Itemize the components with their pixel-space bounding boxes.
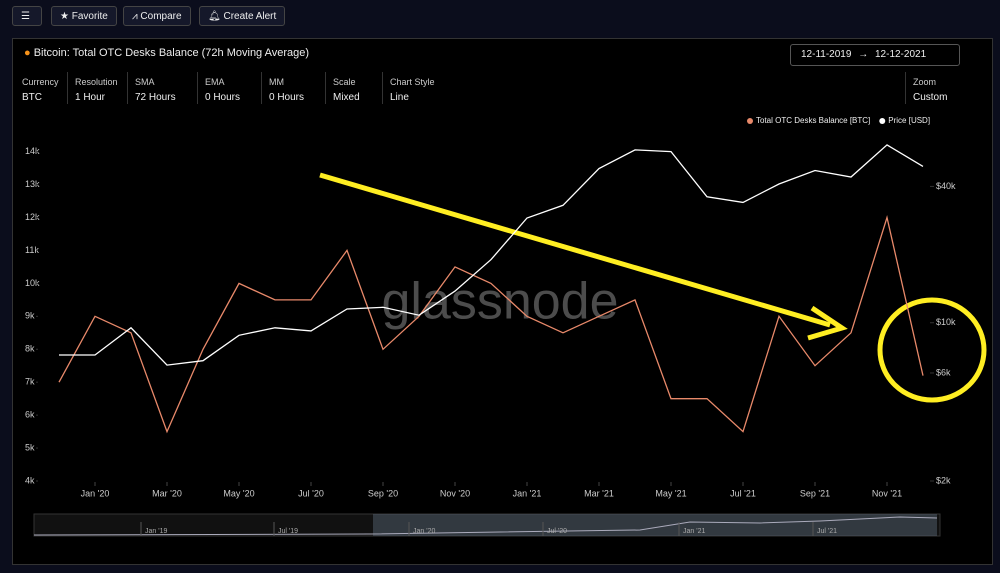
- control-value: 72 Hours: [135, 92, 176, 103]
- y-tick-label: 11k: [25, 245, 39, 255]
- control-label: EMA: [205, 77, 225, 87]
- control[interactable]: SMA 72 Hours: [135, 77, 176, 103]
- chart-panel: [12, 38, 993, 565]
- button-label: Compare: [140, 11, 182, 22]
- control-label: Resolution: [75, 77, 118, 87]
- date-range[interactable]: 12-11-2019 → 12-12-2021: [790, 44, 960, 66]
- control-value: BTC: [22, 92, 42, 103]
- x-tick-label: Sep '21: [800, 488, 830, 498]
- y2-tick-label: $10k: [936, 317, 956, 327]
- legend-swatch: [879, 118, 886, 124]
- control[interactable]: Chart Style Line: [390, 77, 435, 103]
- separator: [261, 72, 262, 104]
- button-label: Favorite: [71, 11, 108, 22]
- x-tick-label: Jul '21: [730, 488, 756, 498]
- control[interactable]: MM 0 Hours: [269, 77, 304, 103]
- menu-button[interactable]: ☰: [12, 6, 42, 26]
- y-tick-label: 8k: [25, 344, 35, 354]
- x-tick-label: Mar '21: [584, 488, 614, 498]
- x-tick-label: Mar '20: [152, 488, 182, 498]
- navigator-label: Jul '20: [547, 528, 567, 535]
- navigator-label: Jan '19: [145, 528, 167, 535]
- x-tick-label: May '20: [223, 488, 254, 498]
- navigator-line: [33, 516, 938, 536]
- control-label: Chart Style: [390, 77, 435, 87]
- legend-swatch: [747, 118, 753, 124]
- separator: [905, 72, 906, 104]
- separator: [67, 72, 68, 104]
- y2-tick-label: $6k: [936, 367, 951, 377]
- control-value: Mixed: [333, 92, 360, 103]
- x-tick-label: Sep '20: [368, 488, 398, 498]
- navigator-label: Jan '21: [683, 528, 705, 535]
- x-tick-label: Jul '20: [298, 488, 324, 498]
- favorite-button[interactable]: ★ Favorite: [51, 6, 117, 26]
- control-label: Zoom: [913, 77, 937, 87]
- control-value: 0 Hours: [205, 92, 241, 103]
- control-label: SMA: [135, 77, 155, 87]
- y-tick-label: 10k: [25, 278, 40, 288]
- date-to: 12-12-2021: [874, 49, 927, 60]
- control-value: Custom: [913, 92, 948, 103]
- y-tick-label: 12k: [25, 212, 40, 222]
- separator: [127, 72, 128, 104]
- legend-label: Total OTC Desks Balance [BTC]: [756, 116, 870, 125]
- date-from: 12-11-2019: [801, 49, 852, 60]
- navigator-label: Jul '19: [278, 528, 298, 535]
- navigator-window[interactable]: [373, 514, 937, 536]
- x-tick-label: Jan '20: [81, 488, 110, 498]
- title-text: Bitcoin: Total OTC Desks Balance (72h Mo…: [33, 47, 310, 59]
- control[interactable]: Scale Mixed: [333, 77, 360, 103]
- y2-tick-label: $40k: [936, 181, 956, 191]
- annotation-circle: [877, 297, 987, 403]
- y-tick-label: 5k: [25, 442, 35, 452]
- button-label: Create Alert: [223, 11, 277, 22]
- alert-button[interactable]: 🔔︎ Create Alert: [199, 6, 286, 26]
- series-line: [59, 144, 924, 366]
- y2-tick-label: $2k: [936, 475, 951, 485]
- x-tick-label: Jan '21: [513, 488, 542, 498]
- control-value: 0 Hours: [269, 92, 305, 103]
- series-line: [58, 215, 924, 434]
- y-tick-label: 9k: [25, 311, 35, 321]
- control[interactable]: Resolution 1 Hour: [75, 77, 118, 103]
- x-tick-label: Nov '21: [872, 488, 902, 498]
- x-tick-label: Nov '20: [440, 488, 470, 498]
- y-tick-label: 6k: [25, 410, 35, 420]
- control[interactable]: EMA 0 Hours: [205, 77, 240, 103]
- separator: [325, 72, 326, 104]
- control-value: 1 Hour: [75, 92, 106, 103]
- navigator-label: Jan '20: [413, 528, 435, 535]
- watermark: glassnode: [381, 273, 618, 331]
- separator: [197, 72, 198, 104]
- y-tick-label: 14k: [25, 146, 40, 156]
- navigator-label: Jul '21: [817, 528, 837, 535]
- annotation-arrow: [319, 172, 831, 328]
- legend-label: Price [USD]: [888, 116, 930, 125]
- y-tick-label: 7k: [25, 377, 35, 387]
- navigator[interactable]: [33, 513, 941, 537]
- y-tick-label: 4k: [25, 475, 35, 485]
- x-tick-label: May '21: [655, 488, 686, 498]
- control[interactable]: Zoom Custom: [913, 77, 947, 103]
- control-label: Currency: [22, 77, 59, 87]
- compare-button[interactable]: ⩘ Compare: [123, 6, 191, 26]
- control-label: MM: [269, 77, 284, 87]
- annotation-arrowhead: [807, 305, 848, 341]
- separator: [382, 72, 383, 104]
- y-tick-label: 13k: [25, 179, 40, 189]
- control-label: Scale: [333, 77, 356, 87]
- control-value: Line: [390, 92, 409, 103]
- control[interactable]: Currency BTC: [22, 77, 59, 103]
- chart-title: ● Bitcoin: Total OTC Desks Balance (72h …: [24, 47, 310, 59]
